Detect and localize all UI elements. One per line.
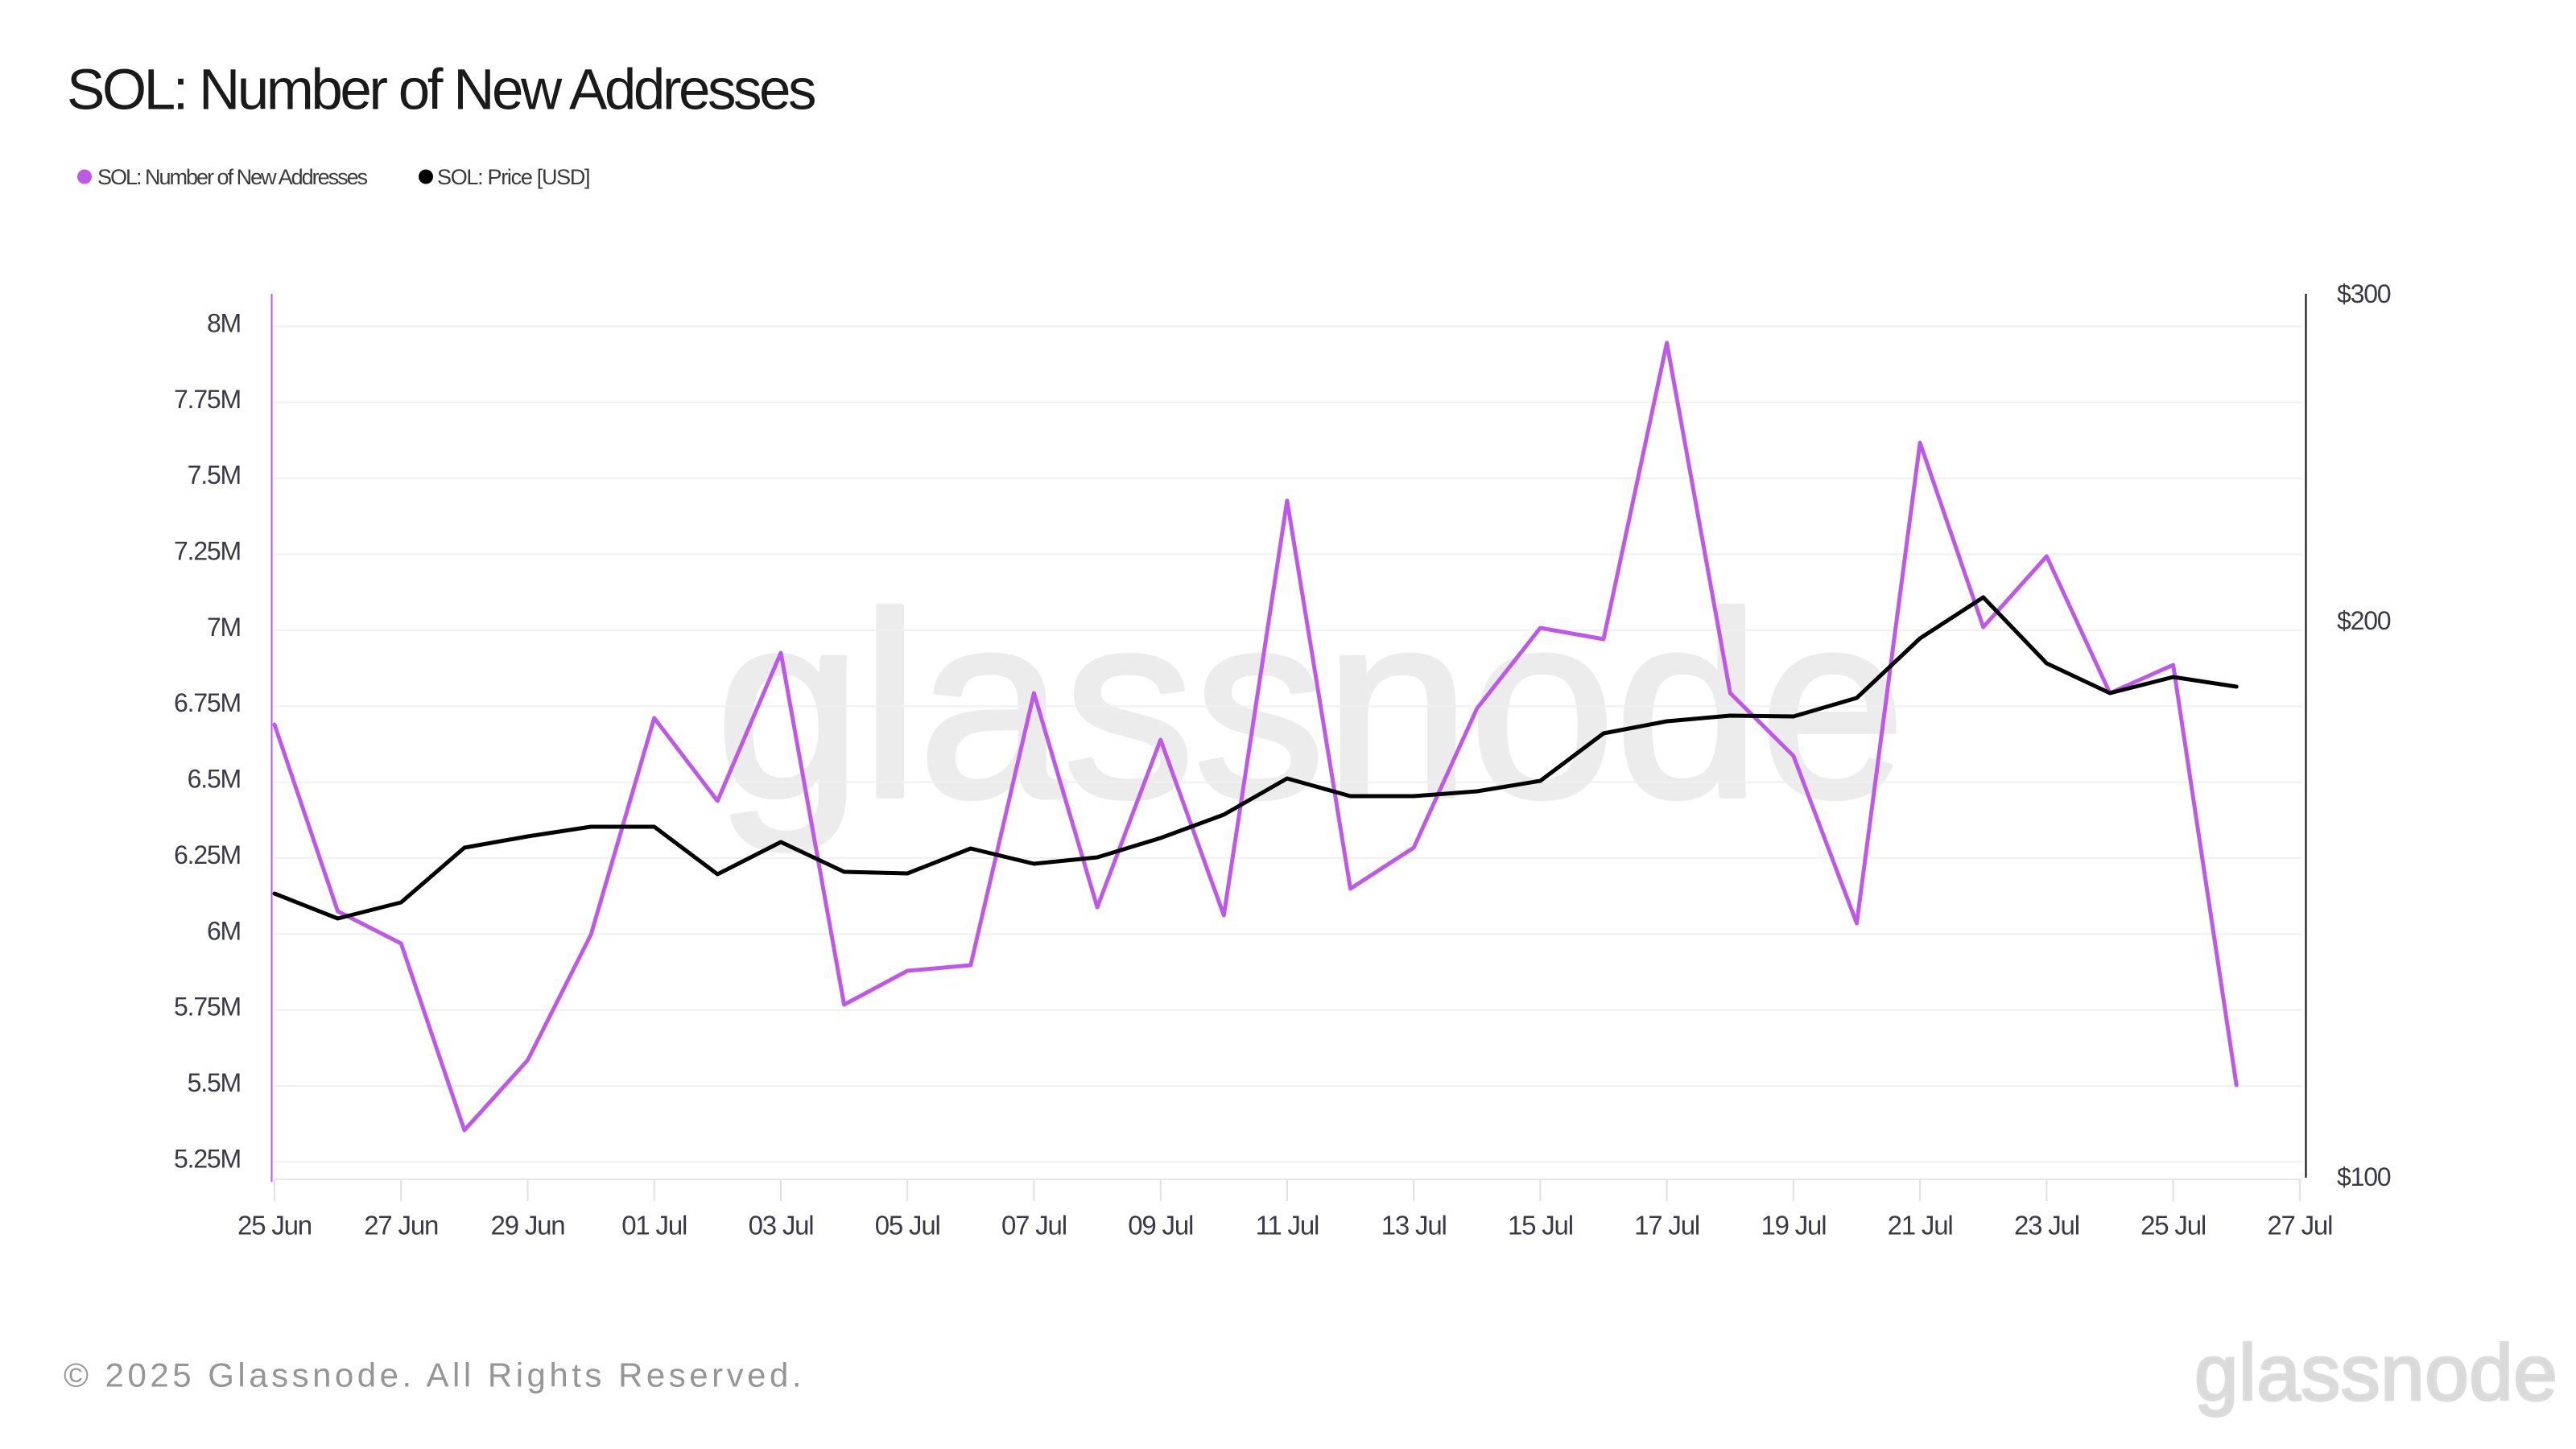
svg-text:6.5M: 6.5M — [188, 765, 241, 794]
svg-text:21 Jul: 21 Jul — [1888, 1211, 1953, 1241]
svg-text:05 Jul: 05 Jul — [875, 1211, 940, 1241]
svg-text:23 Jul: 23 Jul — [2014, 1211, 2079, 1241]
svg-text:SOL: Number of New Addresses: SOL: Number of New Addresses — [67, 59, 815, 122]
svg-text:17 Jul: 17 Jul — [1634, 1211, 1699, 1241]
svg-text:13 Jul: 13 Jul — [1381, 1211, 1447, 1241]
svg-text:09 Jul: 09 Jul — [1128, 1211, 1193, 1241]
svg-text:7.25M: 7.25M — [174, 537, 241, 566]
svg-text:$100: $100 — [2337, 1162, 2391, 1191]
svg-text:27 Jul: 27 Jul — [2267, 1211, 2332, 1241]
svg-text:07 Jul: 07 Jul — [1001, 1211, 1067, 1241]
svg-text:glassnode: glassnode — [2194, 1328, 2557, 1417]
svg-text:SOL: Price [USD]: SOL: Price [USD] — [437, 165, 589, 189]
svg-text:03 Jul: 03 Jul — [749, 1211, 814, 1241]
svg-text:01 Jul: 01 Jul — [621, 1211, 687, 1241]
svg-text:11 Jul: 11 Jul — [1256, 1211, 1319, 1241]
svg-text:25 Jul: 25 Jul — [2140, 1211, 2206, 1241]
svg-text:15 Jul: 15 Jul — [1508, 1211, 1573, 1241]
svg-text:7.75M: 7.75M — [174, 385, 241, 414]
svg-text:8M: 8M — [207, 309, 241, 338]
svg-text:© 2025 Glassnode. All Rights R: © 2025 Glassnode. All Rights Reserved. — [64, 1356, 805, 1394]
svg-text:5.5M: 5.5M — [188, 1068, 241, 1097]
svg-text:$300: $300 — [2337, 279, 2391, 308]
svg-text:19 Jul: 19 Jul — [1761, 1211, 1826, 1241]
svg-text:25 Jun: 25 Jun — [237, 1211, 312, 1241]
svg-text:$200: $200 — [2337, 606, 2391, 635]
svg-text:5.75M: 5.75M — [174, 993, 241, 1022]
svg-text:27 Jun: 27 Jun — [364, 1211, 438, 1241]
svg-text:6.25M: 6.25M — [174, 840, 241, 869]
svg-text:7.5M: 7.5M — [188, 460, 241, 489]
svg-text:5.25M: 5.25M — [174, 1144, 241, 1173]
svg-text:7M: 7M — [207, 613, 241, 642]
svg-text:29 Jun: 29 Jun — [491, 1211, 565, 1241]
svg-text:6.75M: 6.75M — [174, 688, 241, 717]
svg-text:SOL: Number of New Addresses: SOL: Number of New Addresses — [97, 165, 368, 189]
svg-text:6M: 6M — [207, 916, 241, 945]
